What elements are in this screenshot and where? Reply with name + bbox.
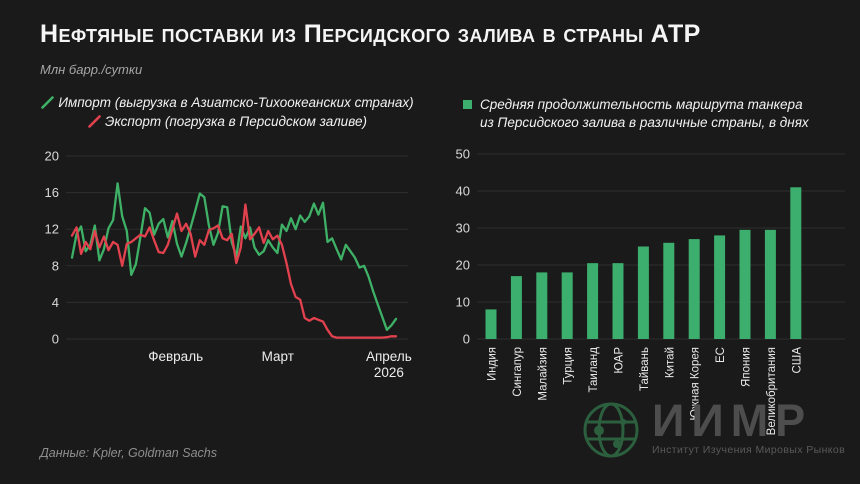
bar — [510, 276, 522, 339]
bar-category-label: ЮАР — [614, 347, 626, 374]
bar-legend-line-1: Средняя продолжительность маршрута танке… — [480, 97, 803, 112]
legend-item-export: Экспорт (погрузка в Персидском заливе) — [30, 112, 425, 131]
y-axis-tick-label: 20 — [456, 258, 470, 273]
bar-category-label: Южная Корея — [690, 347, 702, 421]
bar — [790, 187, 802, 339]
x-axis-year-label: 2026 — [374, 365, 404, 380]
bar — [764, 229, 776, 339]
data-source: Данные: Kpler, Goldman Sachs — [40, 446, 217, 460]
import-line-marker-icon — [41, 95, 55, 109]
x-axis-tick-label: Март — [262, 349, 294, 364]
bar — [663, 242, 675, 339]
watermark: ИИМР Институт Изучения Мировых Рынков — [580, 395, 846, 461]
bar — [587, 263, 599, 339]
bar-category-label: США — [791, 347, 803, 374]
export-series-line — [70, 203, 398, 339]
bar-category-label: Сингапур — [512, 347, 524, 397]
bar — [612, 263, 624, 339]
export-line-marker-icon — [88, 114, 101, 128]
y-axis-tick-label: 0 — [52, 332, 59, 347]
bar-chart-legend: Средняя продолжительность маршрута танке… — [463, 96, 809, 132]
y-axis-tick-label: 50 — [456, 147, 470, 162]
y-axis-tick-label: 16 — [45, 185, 59, 200]
bar — [536, 272, 548, 339]
bar-legend-text: Средняя продолжительность маршрута танке… — [480, 96, 809, 132]
bar-category-label: Малайзия — [537, 347, 549, 401]
y-axis-tick-label: 4 — [52, 295, 59, 310]
bar-category-label: Турция — [563, 347, 575, 385]
bar-category-label: Таиланд — [588, 347, 600, 393]
bar-category-label: Индия — [487, 347, 499, 381]
bar — [485, 309, 497, 339]
legend-item-import: Импорт (выгрузка в Азиатско-Тихоокеански… — [30, 93, 425, 112]
page-title: Нефтяные поставки из Персидского залива … — [40, 20, 701, 48]
y-axis-tick-label: 10 — [456, 295, 470, 310]
bar-marker-icon — [463, 100, 472, 109]
globe-icon — [583, 402, 639, 458]
x-axis-tick-label: Февраль — [148, 349, 203, 364]
y-axis-tick-label: 0 — [463, 332, 470, 347]
y-axis-tick-label: 8 — [52, 258, 59, 273]
y-axis-tick-label: 40 — [456, 184, 470, 199]
bar-chart: 0 10 20 30 40 50 Индия Сингапур Малайзия Турция Та… — [456, 147, 845, 435]
bar-category-label: Япония — [741, 347, 753, 387]
bar — [739, 229, 751, 339]
watermark-subtitle: Институт Изучения Мировых Рынков — [652, 444, 846, 456]
bar-legend-line-2: из Персидского залива в различные страны… — [480, 115, 809, 130]
watermark-text: ИИМР Институт Изучения Мировых Рынков — [652, 395, 846, 456]
legend-import-label: Импорт (выгрузка в Азиатско-Тихоокеански… — [58, 95, 414, 110]
bar — [637, 246, 649, 339]
bar-category-label: Китай — [664, 347, 676, 378]
units-label: Млн барр./сутки — [40, 62, 143, 77]
legend-export-label: Экспорт (погрузка в Персидском заливе) — [105, 114, 367, 129]
y-axis-tick-label: 20 — [45, 149, 59, 164]
bar-category-label: ЕС — [715, 347, 727, 363]
x-axis-tick-label: Апрель — [366, 349, 412, 364]
watermark-name: ИИМР — [652, 395, 813, 446]
bar — [688, 239, 700, 339]
y-axis-tick-label: 12 — [45, 222, 59, 237]
bar — [561, 272, 573, 339]
bar — [714, 235, 726, 339]
line-chart-legend: Импорт (выгрузка в Азиатско-Тихоокеански… — [30, 93, 425, 131]
bar-category-label: Великобритания — [766, 347, 778, 435]
y-axis-tick-label: 30 — [456, 221, 470, 236]
bar-category-label: Тайвань — [639, 347, 651, 391]
